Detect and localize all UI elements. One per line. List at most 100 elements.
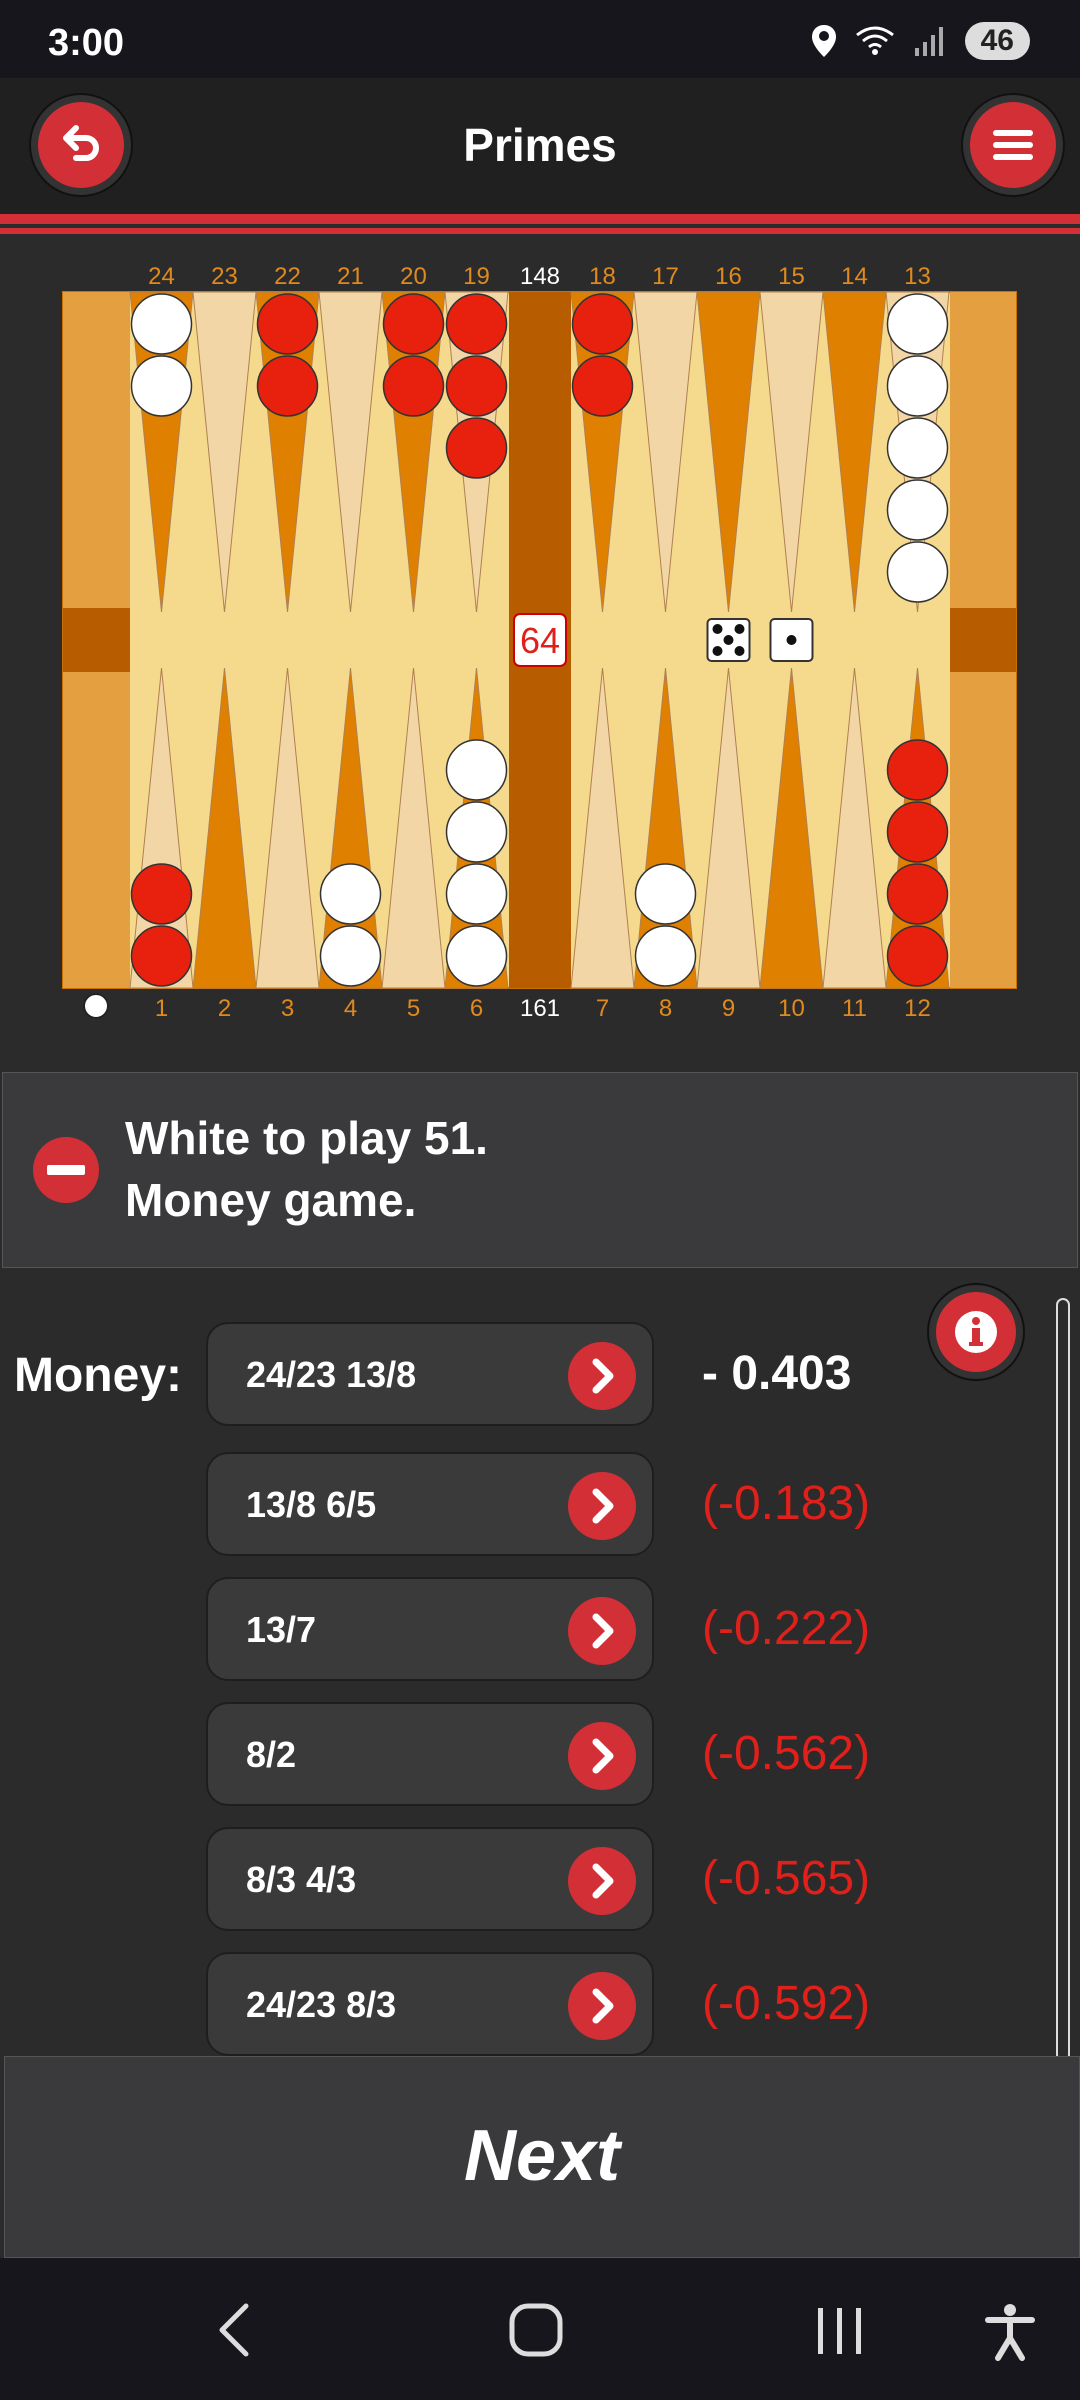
money-label: Money:: [14, 1349, 182, 1402]
move-text: 8/2: [246, 1734, 297, 1775]
move-row[interactable]: 24/23 8/3: [206, 1952, 654, 2056]
die-pip: [723, 635, 734, 645]
analysis-scrollbar[interactable]: [1056, 1298, 1070, 2062]
move-row[interactable]: 8/3 4/3: [206, 1827, 654, 1931]
checker-white: [130, 293, 193, 355]
accessibility-icon[interactable]: [982, 2302, 1038, 2362]
die-2: [769, 618, 814, 662]
next-button-label: Next: [463, 2116, 621, 2196]
select-move-button[interactable]: [568, 1597, 636, 1665]
move-row[interactable]: 13/7: [206, 1577, 654, 1681]
position-status-panel: White to play 51. Money game.: [2, 1072, 1078, 1268]
point-number-top: 22: [274, 263, 301, 290]
chevron-right-icon: [592, 1488, 614, 1524]
move-text: 24/23 13/8: [246, 1354, 417, 1395]
checker-white: [634, 925, 697, 987]
point-number-bottom: 11: [842, 995, 867, 1022]
checker-red: [130, 925, 193, 987]
checker-red: [886, 925, 949, 987]
location-icon: [811, 25, 836, 57]
chevron-right-icon: [592, 1358, 614, 1394]
point-bottom-5: [381, 667, 446, 989]
minus-icon[interactable]: [33, 1137, 99, 1203]
page-title: Primes: [463, 119, 617, 171]
checker-white: [886, 541, 949, 603]
left-tray-divider: [63, 608, 130, 672]
move-row[interactable]: 13/8 6/5: [206, 1452, 654, 1556]
point-bottom-7: [570, 667, 635, 989]
point-top-16: [696, 291, 761, 613]
next-button[interactable]: Next: [4, 2056, 1080, 2258]
move-equity: (-0.222): [702, 1602, 871, 1655]
select-move-button[interactable]: [568, 1972, 636, 2040]
point-top-17: [633, 291, 698, 613]
point-bottom-10: [759, 667, 824, 989]
checker-white: [886, 479, 949, 541]
info-icon: [955, 1311, 997, 1353]
status-time: 3:00: [48, 22, 125, 64]
move-text: 8/3 4/3: [246, 1859, 357, 1900]
doubling-cube: [513, 613, 567, 667]
status-icons: 46: [811, 22, 1030, 60]
point-number-bottom: 1: [155, 995, 168, 1022]
move-text: 13/7: [246, 1609, 317, 1650]
header-divider-secondary: [0, 228, 1080, 234]
point-number-top: 17: [652, 263, 679, 290]
header-divider: [0, 214, 1080, 224]
right-tray-divider: [950, 608, 1016, 672]
select-move-button[interactable]: [568, 1847, 636, 1915]
move-equity-best: - 0.403: [702, 1347, 852, 1400]
point-number-top: 13: [904, 263, 931, 290]
select-move-button[interactable]: [568, 1342, 636, 1410]
select-move-button[interactable]: [568, 1722, 636, 1790]
backgammon-board[interactable]: 64 2412322232142051961871781691510141113…: [0, 234, 1080, 1070]
checker-red: [256, 293, 319, 355]
move-row[interactable]: 8/2: [206, 1702, 654, 1806]
checker-red: [445, 355, 508, 417]
back-button[interactable]: [38, 102, 124, 188]
die-pip: [734, 646, 745, 656]
back-arrow-icon: [63, 125, 99, 161]
point-number-bottom: 6: [470, 995, 483, 1022]
point-number-top: 14: [841, 263, 868, 290]
menu-icon: [993, 130, 1033, 160]
point-number-bottom: 4: [344, 995, 357, 1022]
system-nav-bar: [0, 2258, 1080, 2400]
checker-red: [382, 355, 445, 417]
point-bottom-3: [255, 667, 320, 989]
point-number-bottom: 9: [722, 995, 735, 1022]
nav-recents-icon[interactable]: [812, 2304, 868, 2358]
select-move-button[interactable]: [568, 1472, 636, 1540]
point-number-top: 23: [211, 263, 238, 290]
checker-red: [886, 863, 949, 925]
chevron-right-icon: [592, 1613, 614, 1649]
point-top-23: [192, 291, 257, 613]
status-text-game-type: Money game.: [125, 1174, 417, 1226]
info-button[interactable]: [936, 1292, 1016, 1372]
nav-home-icon[interactable]: [508, 2302, 564, 2358]
checker-red: [445, 417, 508, 479]
menu-button[interactable]: [970, 102, 1056, 188]
point-bottom-2: [192, 667, 257, 989]
point-top-21: [318, 291, 383, 613]
die-pip: [734, 624, 745, 634]
battery-indicator: 46: [964, 22, 1030, 60]
checker-red: [256, 355, 319, 417]
checker-white: [445, 925, 508, 987]
point-number-bottom: 3: [281, 995, 294, 1022]
checker-white: [130, 355, 193, 417]
move-row[interactable]: 24/23 13/8: [206, 1322, 654, 1426]
player-turn-indicator: [83, 993, 109, 1019]
checker-red: [130, 863, 193, 925]
pip-count-top: 148: [520, 263, 560, 290]
point-number-top: 21: [337, 263, 364, 290]
chevron-right-icon: [592, 1738, 614, 1774]
app-header: Primes: [0, 78, 1080, 214]
checker-white: [886, 355, 949, 417]
nav-back-icon[interactable]: [210, 2300, 260, 2360]
board-area: 64 24 1 23 2 22 3 21 4 20 5 19 6 18 7 17 8 16 9 15 10 14 11 13…: [0, 234, 1080, 1070]
move-equity: (-0.565): [702, 1852, 871, 1905]
checker-red: [571, 293, 634, 355]
point-number-bottom: 7: [596, 995, 609, 1022]
die-pip: [712, 624, 723, 634]
